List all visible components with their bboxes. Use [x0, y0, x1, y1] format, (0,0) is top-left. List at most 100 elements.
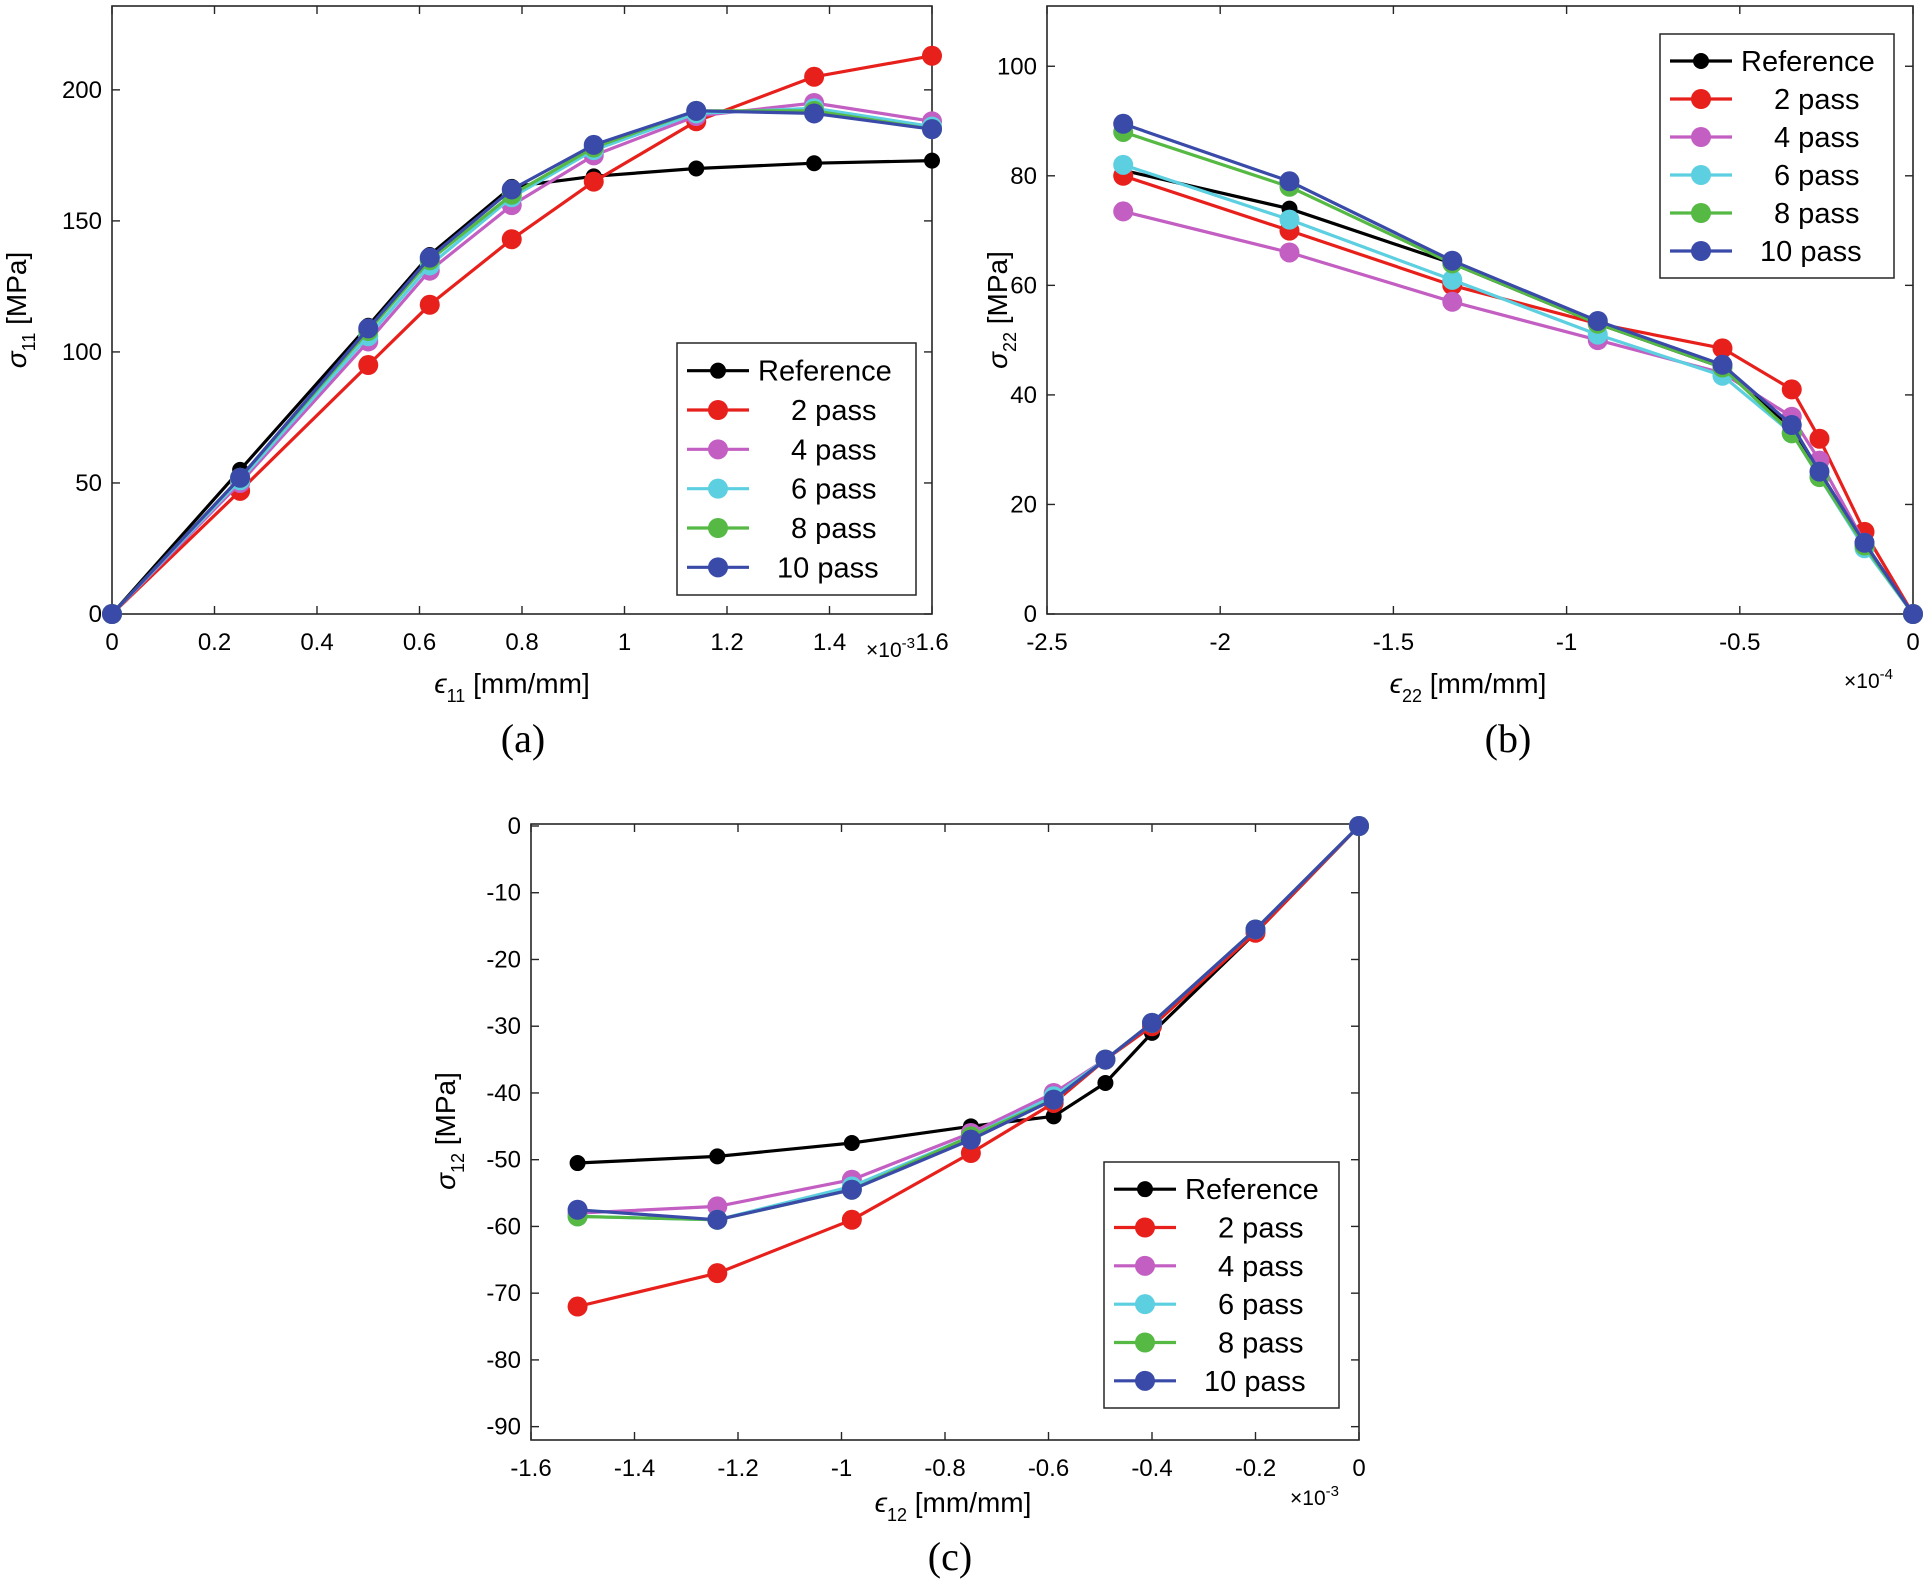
legend-label: 4 pass	[1774, 122, 1859, 154]
y-tick-label: -50	[486, 1147, 521, 1174]
series-line	[577, 824, 1361, 1165]
y-tick-label: -40	[486, 1080, 521, 1107]
x-tick-label: 0.4	[300, 629, 333, 656]
series-reference	[569, 818, 1367, 1172]
y-tick-label: -20	[486, 946, 521, 973]
x-tick-label: 0	[105, 629, 118, 656]
x-tick-label: -0.8	[924, 1455, 965, 1482]
legend-label: Reference	[1185, 1174, 1319, 1206]
y-tick-label: 0	[508, 813, 521, 840]
x-tick-label: -2	[1210, 629, 1231, 656]
data-point	[1903, 604, 1923, 624]
legend-marker	[1137, 1181, 1153, 1198]
x-tick-label: 0	[1906, 629, 1919, 656]
data-point	[419, 247, 440, 268]
data-point	[1045, 1108, 1062, 1125]
legend-label: 6 pass	[1774, 160, 1859, 192]
legend-marker	[708, 400, 728, 420]
legend-label: 8 pass	[1218, 1328, 1303, 1360]
data-point	[419, 294, 440, 315]
legend-marker	[1693, 53, 1709, 69]
x-tick-label: -1.2	[717, 1455, 758, 1482]
y-axis-label: σ22 [MPa]	[982, 251, 1020, 369]
x-tick-label: 1.4	[813, 629, 846, 656]
plot-frame	[1046, 5, 1914, 615]
data-point	[922, 119, 942, 140]
legend-label: 6 pass	[1218, 1289, 1303, 1321]
legend-marker	[1691, 89, 1711, 109]
data-point	[583, 171, 604, 192]
legend-marker	[710, 362, 726, 379]
legend-box	[676, 342, 917, 596]
series-10-pass	[1113, 113, 1923, 624]
legend-marker	[1135, 1370, 1155, 1391]
legend: Reference 2 pass 4 pass 6 pass 8 pass 10 pass	[1103, 1161, 1340, 1409]
x-tick-label: -2.5	[1026, 629, 1067, 656]
legend: Reference 2 pass 4 pass 6 pass 8 pass 10 pass	[676, 342, 917, 596]
x-tick-label: 1	[618, 629, 631, 656]
y-tick-label: 0	[1024, 601, 1037, 628]
y-axis-label: σ11 [MPa]	[1, 252, 39, 369]
data-point	[841, 1179, 862, 1200]
x-tick-label: 1.2	[710, 629, 743, 656]
data-point	[1442, 269, 1463, 290]
x-tick-label: -1.4	[614, 1455, 655, 1482]
data-point	[843, 1135, 860, 1152]
x-axis-exponent: ×10-3	[1290, 1483, 1339, 1510]
y-tick-label: 40	[1010, 382, 1037, 409]
data-point	[960, 1129, 981, 1150]
data-point	[1854, 532, 1875, 553]
x-tick-label: -0.2	[1235, 1455, 1276, 1482]
data-point	[501, 229, 522, 250]
legend-marker	[1135, 1217, 1155, 1238]
x-axis-label: ϵ12 [mm/mm]	[875, 1487, 1032, 1525]
y-tick-label: 0	[89, 601, 102, 628]
data-point	[1097, 1074, 1114, 1091]
data-point	[358, 318, 379, 339]
chart-c: -1.6 -1.4 -1.2 -1 -0.8 -0.6 -0.4 -0.2 0 -90 -80 -70…	[430, 813, 1369, 1579]
legend: Reference 2 pass 4 pass 6 pass 8 pass 10 pass	[1659, 33, 1895, 279]
legend-marker	[708, 478, 728, 499]
x-axis-label: ϵ11 [mm/mm]	[434, 668, 589, 706]
legend-marker	[1691, 165, 1711, 185]
data-point	[1712, 354, 1733, 375]
data-point	[567, 1199, 588, 1220]
legend-marker	[1691, 203, 1711, 223]
panel-caption: (a)	[501, 716, 545, 761]
data-point	[707, 1209, 728, 1230]
legend-label: 10 pass	[777, 552, 879, 584]
data-point	[569, 1155, 586, 1172]
legend-label: 6 pass	[791, 474, 876, 506]
data-point	[1781, 415, 1802, 436]
x-axis-exponent: ×10-3	[866, 635, 915, 662]
legend-label: 2 pass	[791, 395, 876, 427]
data-point	[1349, 816, 1369, 836]
data-point	[102, 604, 122, 624]
chart-b: -2.5 -2 -1.5 -1 -0.5 0 0 20 40 60 80 100 ϵ22 [mm/mm]…	[982, 5, 1923, 761]
data-point	[686, 100, 707, 121]
data-point	[1245, 919, 1266, 940]
y-tick-label: -70	[486, 1280, 521, 1307]
x-tick-label: -0.5	[1719, 629, 1760, 656]
data-point	[1442, 250, 1463, 271]
x-tick-label: -1	[831, 1455, 852, 1482]
legend-label: 2 pass	[1774, 84, 1859, 116]
x-tick-label: 0.2	[198, 629, 231, 656]
legend-marker	[1135, 1294, 1155, 1315]
legend-label: 4 pass	[1218, 1251, 1303, 1283]
y-tick-label: 150	[62, 208, 102, 235]
legend-label: 10 pass	[1204, 1366, 1306, 1398]
y-tick-label: -90	[486, 1414, 521, 1441]
legend-label: Reference	[1741, 46, 1875, 78]
legend-label: 2 pass	[1218, 1213, 1303, 1245]
x-tick-label: 0.6	[403, 629, 436, 656]
legend-label: 8 pass	[791, 513, 876, 545]
data-point	[1587, 310, 1608, 331]
data-point	[230, 467, 251, 488]
data-point	[358, 355, 379, 376]
x-tick-label: -1	[1556, 629, 1577, 656]
x-tick-label: 1.6	[915, 629, 948, 656]
chart-a: 0 0.2 0.4 0.6 0.8 1 1.2 1.4 1.6 0 50 100 150 200 ϵ11 […	[1, 5, 949, 761]
data-point	[1043, 1089, 1064, 1110]
x-tick-label: -1.6	[510, 1455, 551, 1482]
